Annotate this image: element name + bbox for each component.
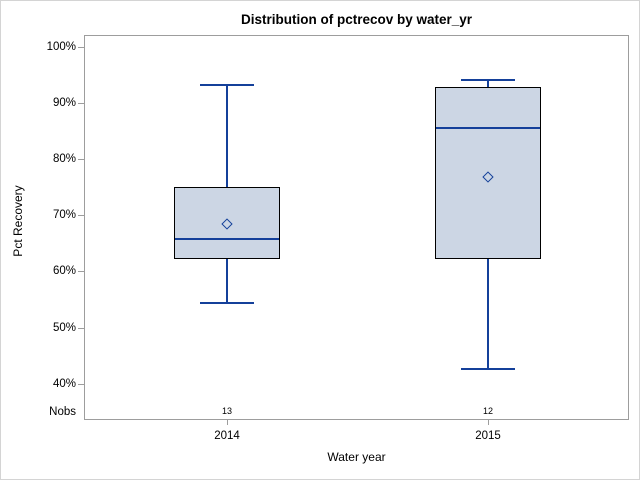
y-axis-title: Pct Recovery	[11, 185, 25, 257]
lower-whisker-line	[487, 259, 489, 370]
y-tick-label: 40%	[52, 377, 76, 390]
plot-area-frame	[84, 35, 629, 420]
y-tick-label: 100%	[46, 41, 76, 53]
y-tick-mark	[78, 215, 84, 217]
upper-whisker-cap	[200, 84, 254, 87]
lower-whisker-line	[226, 259, 228, 304]
median-line	[436, 126, 540, 129]
x-axis-title: Water year	[327, 450, 386, 464]
y-tick-mark	[78, 159, 84, 161]
lower-whisker-cap	[461, 368, 515, 371]
y-tick-label: 50%	[52, 321, 76, 334]
nobs-value: 13	[221, 406, 232, 416]
upper-whisker-line	[487, 80, 489, 88]
x-category-label: 2015	[475, 430, 501, 442]
nobs-value: 12	[482, 406, 493, 416]
chart-title: Distribution of pctrecov by water_yr	[240, 12, 473, 27]
lower-whisker-cap	[200, 302, 254, 305]
y-tick-label: 60%	[52, 265, 76, 278]
x-tick-mark	[488, 420, 489, 425]
y-tick-label: 90%	[52, 97, 76, 110]
y-tick-mark	[78, 103, 84, 105]
iqr-box	[174, 186, 280, 260]
y-tick-mark	[78, 327, 84, 329]
y-tick-mark	[78, 47, 84, 48]
y-tick-mark	[78, 271, 84, 273]
x-tick-mark	[227, 420, 228, 425]
y-tick-label: 70%	[52, 209, 76, 222]
iqr-box	[435, 87, 541, 260]
upper-whisker-cap	[461, 79, 515, 82]
x-category-label: 2014	[214, 430, 240, 442]
upper-whisker-line	[226, 85, 228, 187]
nobs-row-label: Nobs	[49, 406, 76, 418]
median-line	[175, 238, 279, 241]
y-tick-mark	[78, 383, 84, 385]
y-tick-label: 80%	[52, 153, 76, 166]
